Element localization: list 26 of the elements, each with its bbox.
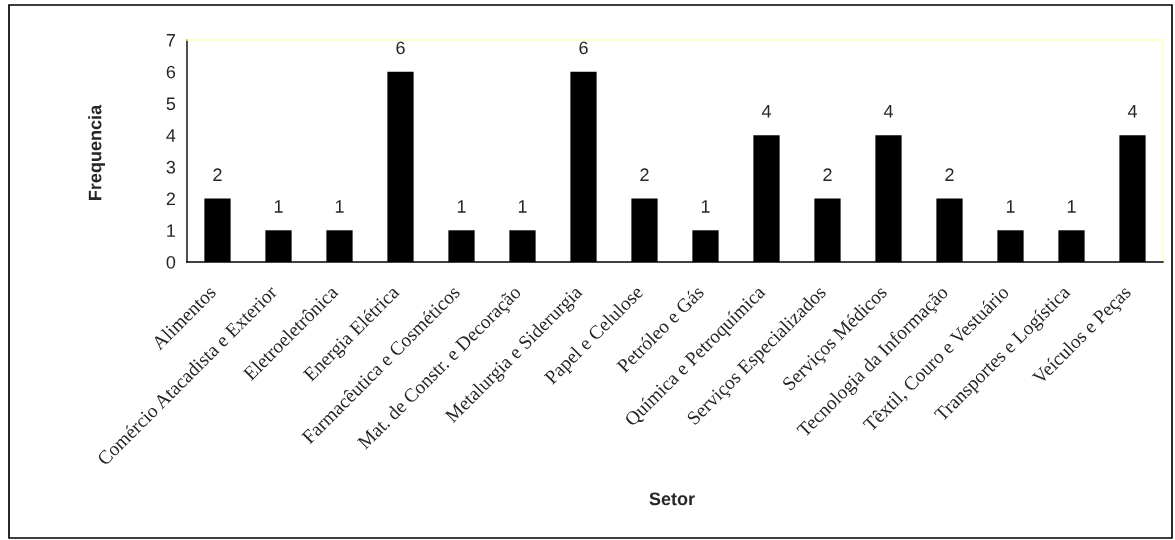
data-label: 4 <box>1127 105 1137 118</box>
data-label: 1 <box>1006 200 1015 213</box>
x-axis-title: Setor <box>649 492 695 506</box>
y-tick-label: 2 <box>166 192 175 206</box>
y-tick-label: 0 <box>166 255 176 269</box>
y-tick-label: 3 <box>166 160 176 174</box>
y-tick-label: 1 <box>167 224 176 237</box>
data-label: 2 <box>945 168 954 181</box>
y-tick-label: 7 <box>166 34 175 47</box>
data-label: 1 <box>274 200 283 213</box>
y-tick-label: 4 <box>166 129 176 142</box>
data-label: 2 <box>823 168 832 181</box>
data-label: 6 <box>396 41 405 55</box>
data-label: 6 <box>579 41 588 55</box>
y-axis-title: Frequencia <box>88 104 105 200</box>
data-label: 4 <box>761 105 771 118</box>
data-label: 1 <box>518 200 527 213</box>
y-tick-label: 5 <box>166 97 176 111</box>
data-label: 2 <box>213 168 222 181</box>
data-label: 1 <box>335 200 344 213</box>
y-tick-label: 6 <box>166 65 176 79</box>
data-label: 1 <box>701 200 710 213</box>
data-label: 1 <box>1067 200 1076 213</box>
data-label: 1 <box>457 200 466 213</box>
data-label: 2 <box>640 168 649 181</box>
data-label: 4 <box>883 105 893 118</box>
